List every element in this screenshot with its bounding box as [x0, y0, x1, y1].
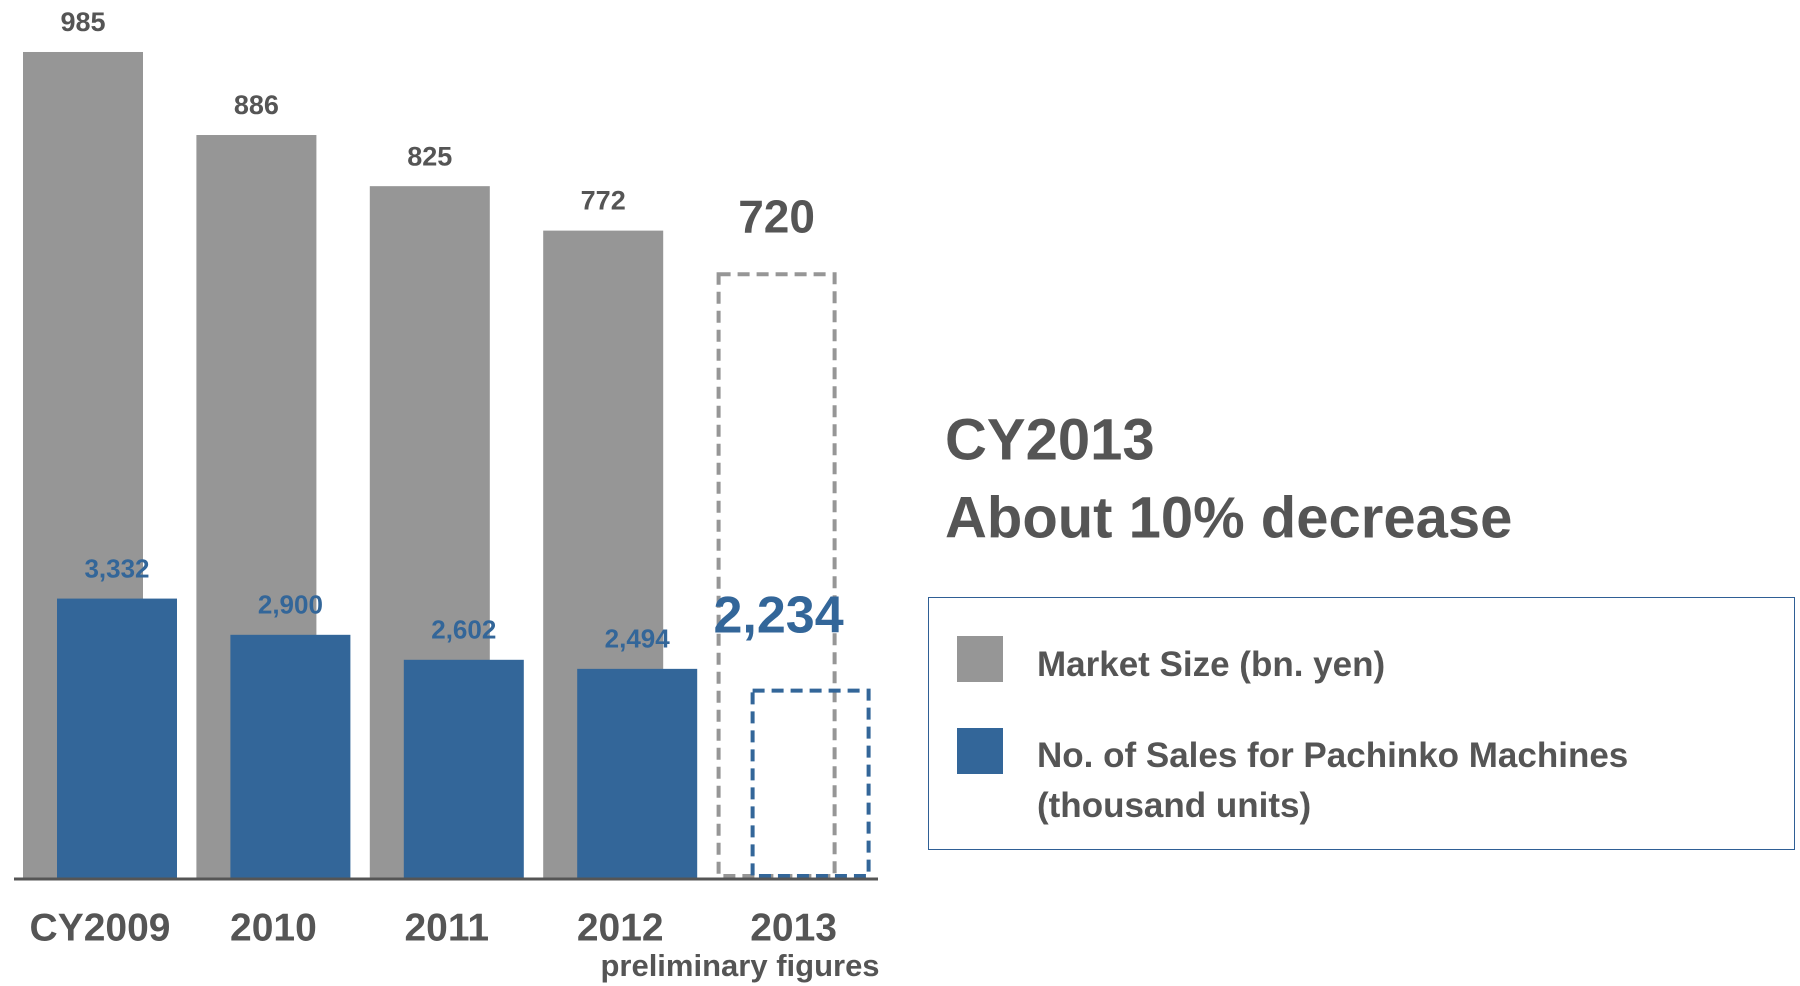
- value-label: 2,234: [714, 586, 844, 644]
- bar: [577, 668, 698, 878]
- legend-swatch: [957, 636, 1003, 682]
- legend: Market Size (bn. yen) No. of Sales for P…: [928, 597, 1795, 850]
- annotation: CY2013: [945, 407, 1155, 472]
- annotation: About 10% decrease: [945, 485, 1512, 550]
- value-label: 720: [738, 190, 815, 242]
- value-label: 985: [60, 7, 105, 37]
- value-label: 886: [234, 90, 279, 120]
- value-label: 2,900: [258, 590, 323, 620]
- x-tick-label: 2011: [404, 906, 489, 949]
- bar: [57, 598, 177, 878]
- x-tick-label: 2010: [230, 906, 317, 949]
- x-tick-label: 2012: [577, 906, 664, 949]
- value-label: 772: [581, 186, 626, 216]
- bar: [403, 659, 524, 878]
- value-label: 2,602: [431, 615, 496, 645]
- x-tick-label: 2013: [750, 906, 837, 949]
- x-tick-label: CY2009: [30, 906, 171, 949]
- legend-label: No. of Sales for Pachinko Machines (thou…: [1037, 736, 1629, 825]
- value-label: 3,332: [84, 553, 149, 583]
- bar: [716, 272, 837, 878]
- legend-swatch: [957, 728, 1003, 774]
- value-label: 2,494: [605, 624, 671, 654]
- annotation: preliminary figures: [600, 948, 879, 983]
- bar: [230, 634, 351, 878]
- value-label: 825: [407, 141, 452, 171]
- bar: [750, 688, 871, 878]
- legend-label: Market Size (bn. yen): [1037, 645, 1386, 684]
